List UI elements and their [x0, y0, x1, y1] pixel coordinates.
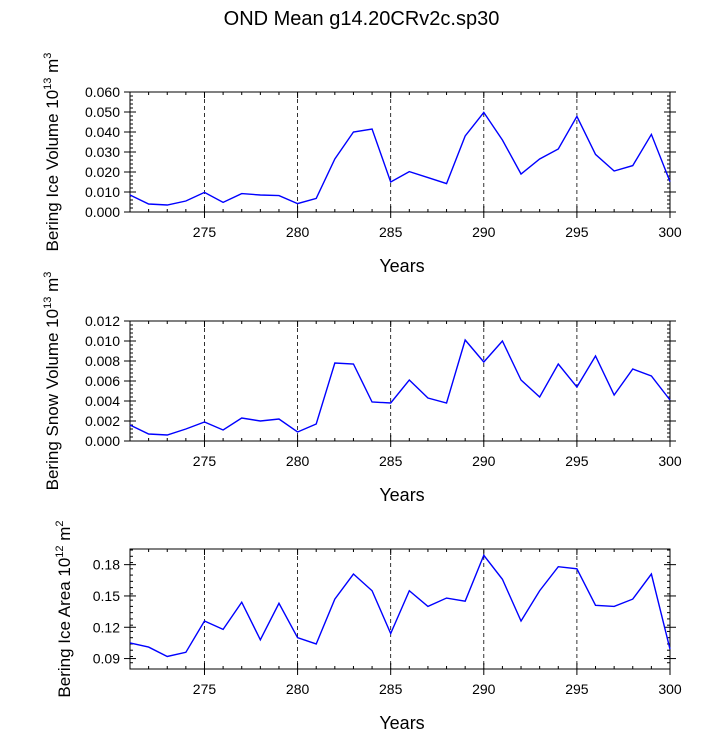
x-tick-label: 290 — [472, 224, 496, 240]
plot-frame — [129, 91, 671, 213]
y-tick-label: 0.030 — [85, 144, 120, 160]
y-axis-label: Bering Snow Volume 1013 m3 — [42, 272, 62, 491]
y-tick-label: 0.18 — [93, 557, 120, 573]
x-tick-label: 285 — [379, 453, 403, 469]
y-tick-label: 0.006 — [85, 373, 120, 389]
x-tick-label: 285 — [379, 681, 403, 697]
x-tick-label: 300 — [658, 453, 682, 469]
series-line — [129, 338, 671, 436]
x-axis-label: Years — [379, 485, 424, 505]
x-tick-label: 295 — [565, 681, 589, 697]
x-tick-label: 285 — [379, 224, 403, 240]
x-tick-label: 280 — [286, 681, 310, 697]
x-tick-label: 295 — [565, 453, 589, 469]
plot-frame — [129, 548, 671, 670]
x-tick-label: 290 — [472, 681, 496, 697]
chart-panel-2: 0.000 0.002 0.004 0.006 0.008 0.010 0.012 275 28… — [42, 272, 682, 505]
x-tick-label: 290 — [472, 453, 496, 469]
y-tick-label: 0.020 — [85, 164, 120, 180]
y-tick-label: 0.000 — [85, 433, 120, 449]
x-tick-label: 275 — [193, 453, 217, 469]
y-axis-label: Bering Ice Volume 1013 m3 — [42, 53, 62, 252]
chart-panel-3: 0.09 0.12 0.15 0.18 275 280 285 290 295 300 Years B… — [54, 520, 682, 730]
y-tick-label: 0.010 — [85, 333, 120, 349]
series-line — [129, 111, 671, 206]
y-tick-label: 0.040 — [85, 124, 120, 140]
x-tick-label: 300 — [658, 681, 682, 697]
chart-panel-1: 0.000 0.010 0.020 0.030 0.040 0.050 0.060 275 28… — [42, 53, 682, 276]
y-tick-label: 0.010 — [85, 184, 120, 200]
y-tick-label: 0.008 — [85, 353, 120, 369]
x-tick-label: 275 — [193, 681, 217, 697]
y-tick-label: 0.15 — [93, 588, 120, 604]
x-axis-label: Years — [379, 713, 424, 730]
x-axis-label: Years — [379, 256, 424, 276]
figure-title: OND Mean g14.20CRv2c.sp30 — [223, 8, 500, 30]
x-tick-label: 295 — [565, 224, 589, 240]
series-line — [129, 553, 671, 658]
x-tick-label: 280 — [286, 224, 310, 240]
y-tick-label: 0.12 — [93, 619, 120, 635]
y-tick-label: 0.050 — [85, 104, 120, 120]
y-tick-label: 0.000 — [85, 204, 120, 220]
y-tick-label: 0.060 — [85, 84, 120, 100]
y-tick-label: 0.012 — [85, 313, 120, 329]
x-tick-label: 275 — [193, 224, 217, 240]
y-tick-label: 0.004 — [85, 393, 120, 409]
y-tick-label: 0.09 — [93, 651, 120, 667]
y-axis-label: Bering Ice Area 1012 m2 — [54, 520, 74, 697]
y-tick-label: 0.002 — [85, 413, 120, 429]
plot-frame — [129, 320, 671, 442]
x-tick-label: 280 — [286, 453, 310, 469]
x-tick-label: 300 — [658, 224, 682, 240]
